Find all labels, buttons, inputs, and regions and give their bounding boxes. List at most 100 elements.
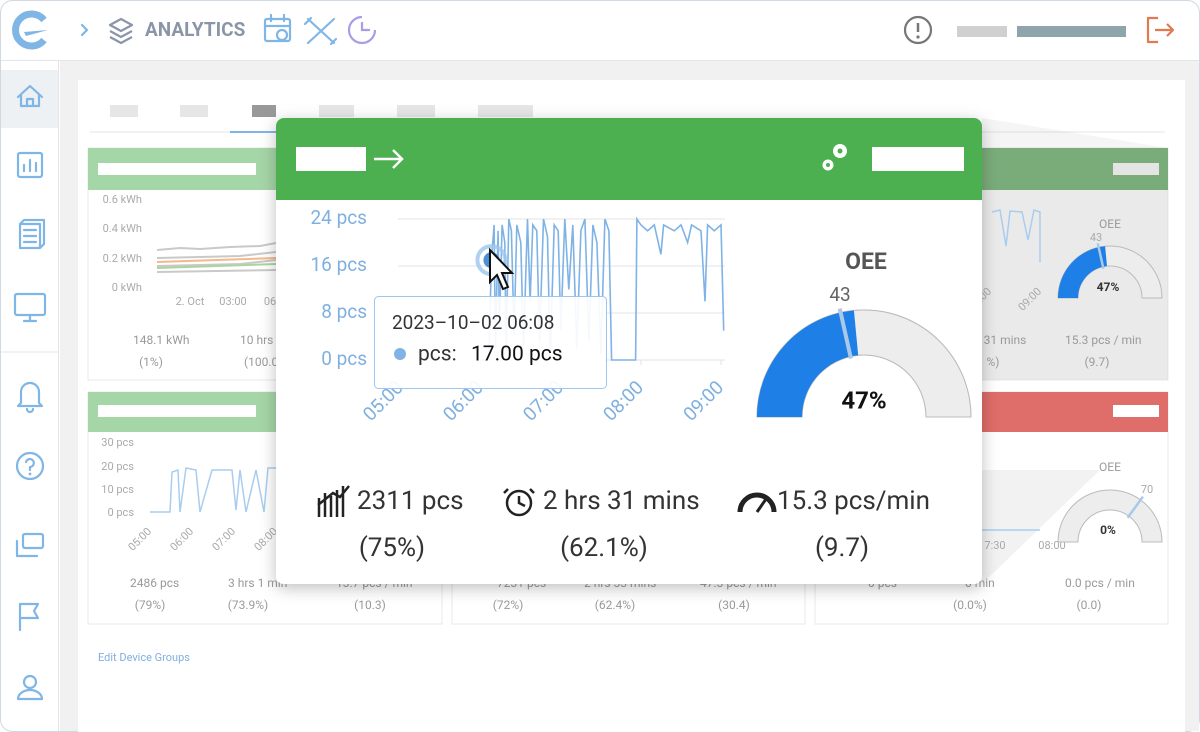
tooltip-label: pcs: bbox=[418, 343, 457, 367]
card-name-placeholder bbox=[1113, 163, 1159, 175]
tab[interactable] bbox=[319, 105, 354, 117]
ledger-icon[interactable] bbox=[18, 218, 46, 250]
gauge-marker-label: 43 bbox=[829, 283, 850, 306]
y-tick-label: 0 pcs bbox=[107, 506, 134, 519]
x-tick-label: 7:30 bbox=[984, 539, 1005, 552]
clock-icon[interactable] bbox=[347, 15, 377, 45]
calendar-icon[interactable] bbox=[263, 13, 292, 43]
flag-icon[interactable] bbox=[18, 602, 40, 632]
y-tick-label: 0.4 kWh bbox=[103, 222, 142, 235]
gauge-marker-label: 43 bbox=[1090, 231, 1102, 244]
tab-active[interactable] bbox=[252, 105, 276, 117]
stat-value: 31 mins bbox=[984, 333, 1027, 347]
production-line bbox=[150, 467, 276, 513]
stat-sub: (10.3) bbox=[354, 598, 386, 612]
mouse-cursor bbox=[489, 247, 515, 291]
y-tick-label: 16 pcs bbox=[311, 253, 368, 276]
stat-sub: (9.7) bbox=[1085, 355, 1110, 369]
tooltip-value: 17.00 pcs bbox=[471, 343, 563, 367]
logo-hand bbox=[24, 30, 48, 36]
stat-value: 3 hrs 1 min bbox=[228, 576, 287, 590]
card-name-placeholder bbox=[98, 405, 256, 417]
stat-value: 15.3 pcs/min bbox=[777, 486, 930, 516]
section-title: ANALYTICS bbox=[145, 18, 246, 41]
stat-sub: (30.4) bbox=[718, 598, 750, 612]
layers-icon bbox=[108, 17, 134, 45]
logout-icon[interactable] bbox=[1146, 16, 1175, 44]
tools-icon[interactable] bbox=[303, 16, 338, 46]
stat-value: 2 hrs 31 mins bbox=[543, 486, 700, 516]
stat-sub: (62.4%) bbox=[595, 598, 635, 612]
x-tick-label: 03:00 bbox=[219, 295, 246, 308]
gauge-marker-label: 70 bbox=[1141, 483, 1153, 496]
tooltip-swatch bbox=[394, 348, 406, 360]
output-icon bbox=[317, 485, 350, 517]
card-name-placeholder bbox=[98, 163, 256, 175]
popup-shadow-shade bbox=[982, 470, 1100, 584]
gauge-value: 47% bbox=[841, 386, 886, 414]
stat-value: 2311 pcs bbox=[357, 486, 464, 516]
tab[interactable] bbox=[478, 105, 533, 117]
arrow-icon[interactable] bbox=[374, 149, 404, 169]
y-tick-label: 0.6 kWh bbox=[103, 193, 142, 206]
home-icon[interactable] bbox=[16, 84, 44, 108]
tab[interactable] bbox=[180, 105, 208, 117]
gauge-title: OEE bbox=[845, 248, 887, 275]
bell-icon[interactable] bbox=[16, 381, 44, 414]
gauge-value-arc bbox=[1058, 246, 1107, 298]
stat-sub: %) bbox=[987, 355, 1000, 369]
popup-shadow-shade bbox=[982, 118, 1168, 380]
stat-sub: (0.0%) bbox=[953, 598, 987, 612]
stat-value: 10 hrs bbox=[240, 333, 273, 347]
tooltip-date: 2023–10–02 06:08 bbox=[392, 311, 554, 334]
edit-groups-link[interactable]: Edit Device Groups bbox=[98, 651, 190, 664]
stat-value: 2486 pcs bbox=[130, 576, 179, 590]
y-tick-label: 0 kWh bbox=[112, 281, 142, 294]
gauge-value: 0% bbox=[1100, 523, 1116, 537]
stat-value: 15.3 pcs / min bbox=[1065, 333, 1142, 347]
stat-sub: (0.0) bbox=[1077, 598, 1102, 612]
gauge-marker bbox=[837, 308, 853, 359]
x-tick-label: 2. Oct bbox=[176, 295, 205, 308]
breadcrumb-chevron bbox=[80, 23, 89, 37]
speed-icon bbox=[737, 492, 777, 513]
company-placeholder bbox=[1017, 26, 1126, 37]
oee-gauge bbox=[756, 308, 972, 418]
y-tick-label: 10 pcs bbox=[101, 483, 134, 496]
tab[interactable] bbox=[110, 105, 138, 117]
popup-header bbox=[276, 118, 982, 200]
stat-sub: (9.7) bbox=[815, 533, 869, 563]
logo[interactable] bbox=[12, 10, 48, 50]
user-icon[interactable] bbox=[16, 674, 44, 701]
settings-icon[interactable] bbox=[822, 144, 848, 171]
gauge-title: OEE bbox=[1099, 460, 1121, 474]
tooltip: 2023–10–02 06:08 pcs: 17.00 pcs bbox=[374, 296, 607, 389]
alert-icon[interactable] bbox=[903, 15, 933, 45]
y-tick-label: 30 pcs bbox=[101, 436, 134, 449]
stat-sub: (72%) bbox=[493, 598, 524, 612]
help-icon[interactable] bbox=[15, 451, 45, 481]
devices-icon[interactable] bbox=[15, 532, 45, 558]
gauge-marker bbox=[1126, 495, 1144, 519]
energy-lines bbox=[156, 242, 277, 273]
stat-value: 148.1 kWh bbox=[133, 333, 189, 347]
reports-icon[interactable] bbox=[16, 151, 44, 179]
stat-sub: (73.9%) bbox=[228, 598, 268, 612]
stat-value: 0.0 pcs / min bbox=[1065, 576, 1135, 590]
gauge-track bbox=[1057, 489, 1163, 543]
gauge-title: OEE bbox=[1099, 217, 1121, 231]
gauge-value-arc bbox=[757, 310, 859, 417]
energy-line bbox=[156, 257, 277, 263]
y-tick-label: 0.2 kWh bbox=[103, 252, 142, 265]
stat-sub: (62.1%) bbox=[560, 533, 648, 563]
stat-sub: (79%) bbox=[135, 598, 166, 612]
stat-sub: (1%) bbox=[139, 355, 163, 369]
y-tick-label: 0 pcs bbox=[321, 347, 367, 370]
monitor-icon[interactable] bbox=[13, 292, 47, 323]
tooltip-box bbox=[374, 296, 607, 389]
card-name-placeholder bbox=[1113, 405, 1159, 417]
tab[interactable] bbox=[397, 105, 435, 117]
device-id-placeholder bbox=[872, 147, 964, 171]
stat-sub: (100.0 bbox=[244, 355, 279, 369]
